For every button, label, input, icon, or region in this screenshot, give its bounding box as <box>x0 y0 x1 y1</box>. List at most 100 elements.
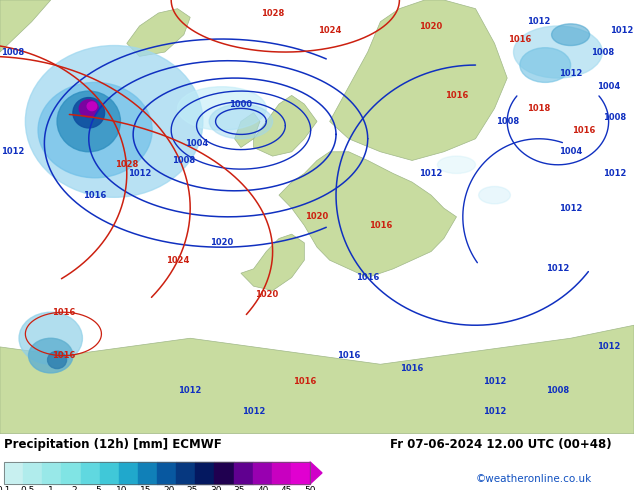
Ellipse shape <box>479 187 510 204</box>
Ellipse shape <box>25 46 203 197</box>
Text: 1028: 1028 <box>261 8 284 18</box>
Text: 1018: 1018 <box>527 104 550 113</box>
Text: 50: 50 <box>304 486 316 490</box>
Bar <box>195 462 214 484</box>
Bar <box>23 462 42 484</box>
Text: 1012: 1012 <box>610 26 633 35</box>
Bar <box>4 462 310 484</box>
Polygon shape <box>127 9 190 56</box>
Text: 20: 20 <box>163 486 174 490</box>
Text: 40: 40 <box>257 486 269 490</box>
Text: 1: 1 <box>48 486 54 490</box>
Text: Fr 07-06-2024 12.00 UTC (00+48): Fr 07-06-2024 12.00 UTC (00+48) <box>390 438 612 451</box>
Bar <box>42 462 61 484</box>
Text: 45: 45 <box>281 486 292 490</box>
Bar <box>214 462 233 484</box>
Text: 1016: 1016 <box>445 91 468 100</box>
Text: 35: 35 <box>234 486 245 490</box>
Text: 10: 10 <box>116 486 127 490</box>
Text: ©weatheronline.co.uk: ©weatheronline.co.uk <box>476 474 592 484</box>
Text: 1016: 1016 <box>84 191 107 199</box>
Bar <box>157 462 176 484</box>
Text: 1012: 1012 <box>483 377 506 386</box>
Ellipse shape <box>178 87 266 130</box>
Text: 1016: 1016 <box>52 308 75 317</box>
Polygon shape <box>279 152 456 277</box>
Bar <box>233 462 252 484</box>
Ellipse shape <box>514 26 602 78</box>
Ellipse shape <box>48 351 67 368</box>
Text: 2: 2 <box>72 486 77 490</box>
Text: 1016: 1016 <box>356 273 379 282</box>
Text: 1012: 1012 <box>559 69 582 78</box>
Text: 1020: 1020 <box>306 212 328 221</box>
Text: 1020: 1020 <box>210 238 233 247</box>
Polygon shape <box>0 325 634 434</box>
Text: 1016: 1016 <box>572 125 595 135</box>
Text: 1012: 1012 <box>597 343 620 351</box>
Text: 1004: 1004 <box>597 82 620 91</box>
Bar <box>138 462 157 484</box>
Text: 1012: 1012 <box>547 265 569 273</box>
Polygon shape <box>330 0 507 160</box>
Text: 1004: 1004 <box>559 147 582 156</box>
Text: 1020: 1020 <box>420 22 443 30</box>
Text: 1008: 1008 <box>1 48 24 56</box>
Ellipse shape <box>19 312 82 364</box>
Text: 1012: 1012 <box>179 386 202 395</box>
Text: 0.5: 0.5 <box>20 486 35 490</box>
Text: 1008: 1008 <box>604 113 626 122</box>
Bar <box>272 462 291 484</box>
Text: 1016: 1016 <box>52 351 75 360</box>
Text: 1008: 1008 <box>547 386 569 395</box>
Text: 1016: 1016 <box>293 377 316 386</box>
Ellipse shape <box>57 91 120 152</box>
Text: 1012: 1012 <box>604 169 626 178</box>
Ellipse shape <box>209 104 273 139</box>
Text: 1008: 1008 <box>172 156 195 165</box>
Text: 1024: 1024 <box>318 26 341 35</box>
Text: 1012: 1012 <box>242 408 265 416</box>
Polygon shape <box>241 234 304 291</box>
Bar <box>81 462 100 484</box>
Ellipse shape <box>520 48 571 82</box>
Text: 1024: 1024 <box>166 256 189 265</box>
Polygon shape <box>235 113 260 147</box>
Polygon shape <box>0 0 51 52</box>
Text: 1012: 1012 <box>483 408 506 416</box>
Ellipse shape <box>437 156 476 173</box>
Bar <box>291 462 310 484</box>
Bar <box>252 462 272 484</box>
Text: 1016: 1016 <box>337 351 360 360</box>
Text: 25: 25 <box>186 486 198 490</box>
Ellipse shape <box>79 100 98 117</box>
Bar <box>4 462 23 484</box>
Ellipse shape <box>29 338 73 373</box>
Ellipse shape <box>552 24 590 46</box>
Ellipse shape <box>38 82 152 178</box>
Text: 1020: 1020 <box>255 291 278 299</box>
Text: 1016: 1016 <box>401 364 424 373</box>
Text: 1012: 1012 <box>420 169 443 178</box>
Text: 1016: 1016 <box>369 221 392 230</box>
Text: 1008: 1008 <box>496 117 519 126</box>
Polygon shape <box>310 462 322 484</box>
Text: 0.1: 0.1 <box>0 486 11 490</box>
Bar <box>100 462 119 484</box>
Text: 1012: 1012 <box>1 147 24 156</box>
Bar <box>61 462 81 484</box>
Text: 1008: 1008 <box>591 48 614 56</box>
Text: 1012: 1012 <box>559 204 582 213</box>
Bar <box>176 462 195 484</box>
Text: 1012: 1012 <box>128 169 151 178</box>
Ellipse shape <box>87 102 96 111</box>
Text: 1000: 1000 <box>230 99 252 109</box>
Text: 5: 5 <box>95 486 101 490</box>
Bar <box>119 462 138 484</box>
Ellipse shape <box>73 98 105 128</box>
Text: 1012: 1012 <box>527 17 550 26</box>
Text: 1004: 1004 <box>185 139 208 147</box>
Text: 15: 15 <box>139 486 151 490</box>
Text: 1016: 1016 <box>508 34 531 44</box>
Polygon shape <box>254 96 317 156</box>
